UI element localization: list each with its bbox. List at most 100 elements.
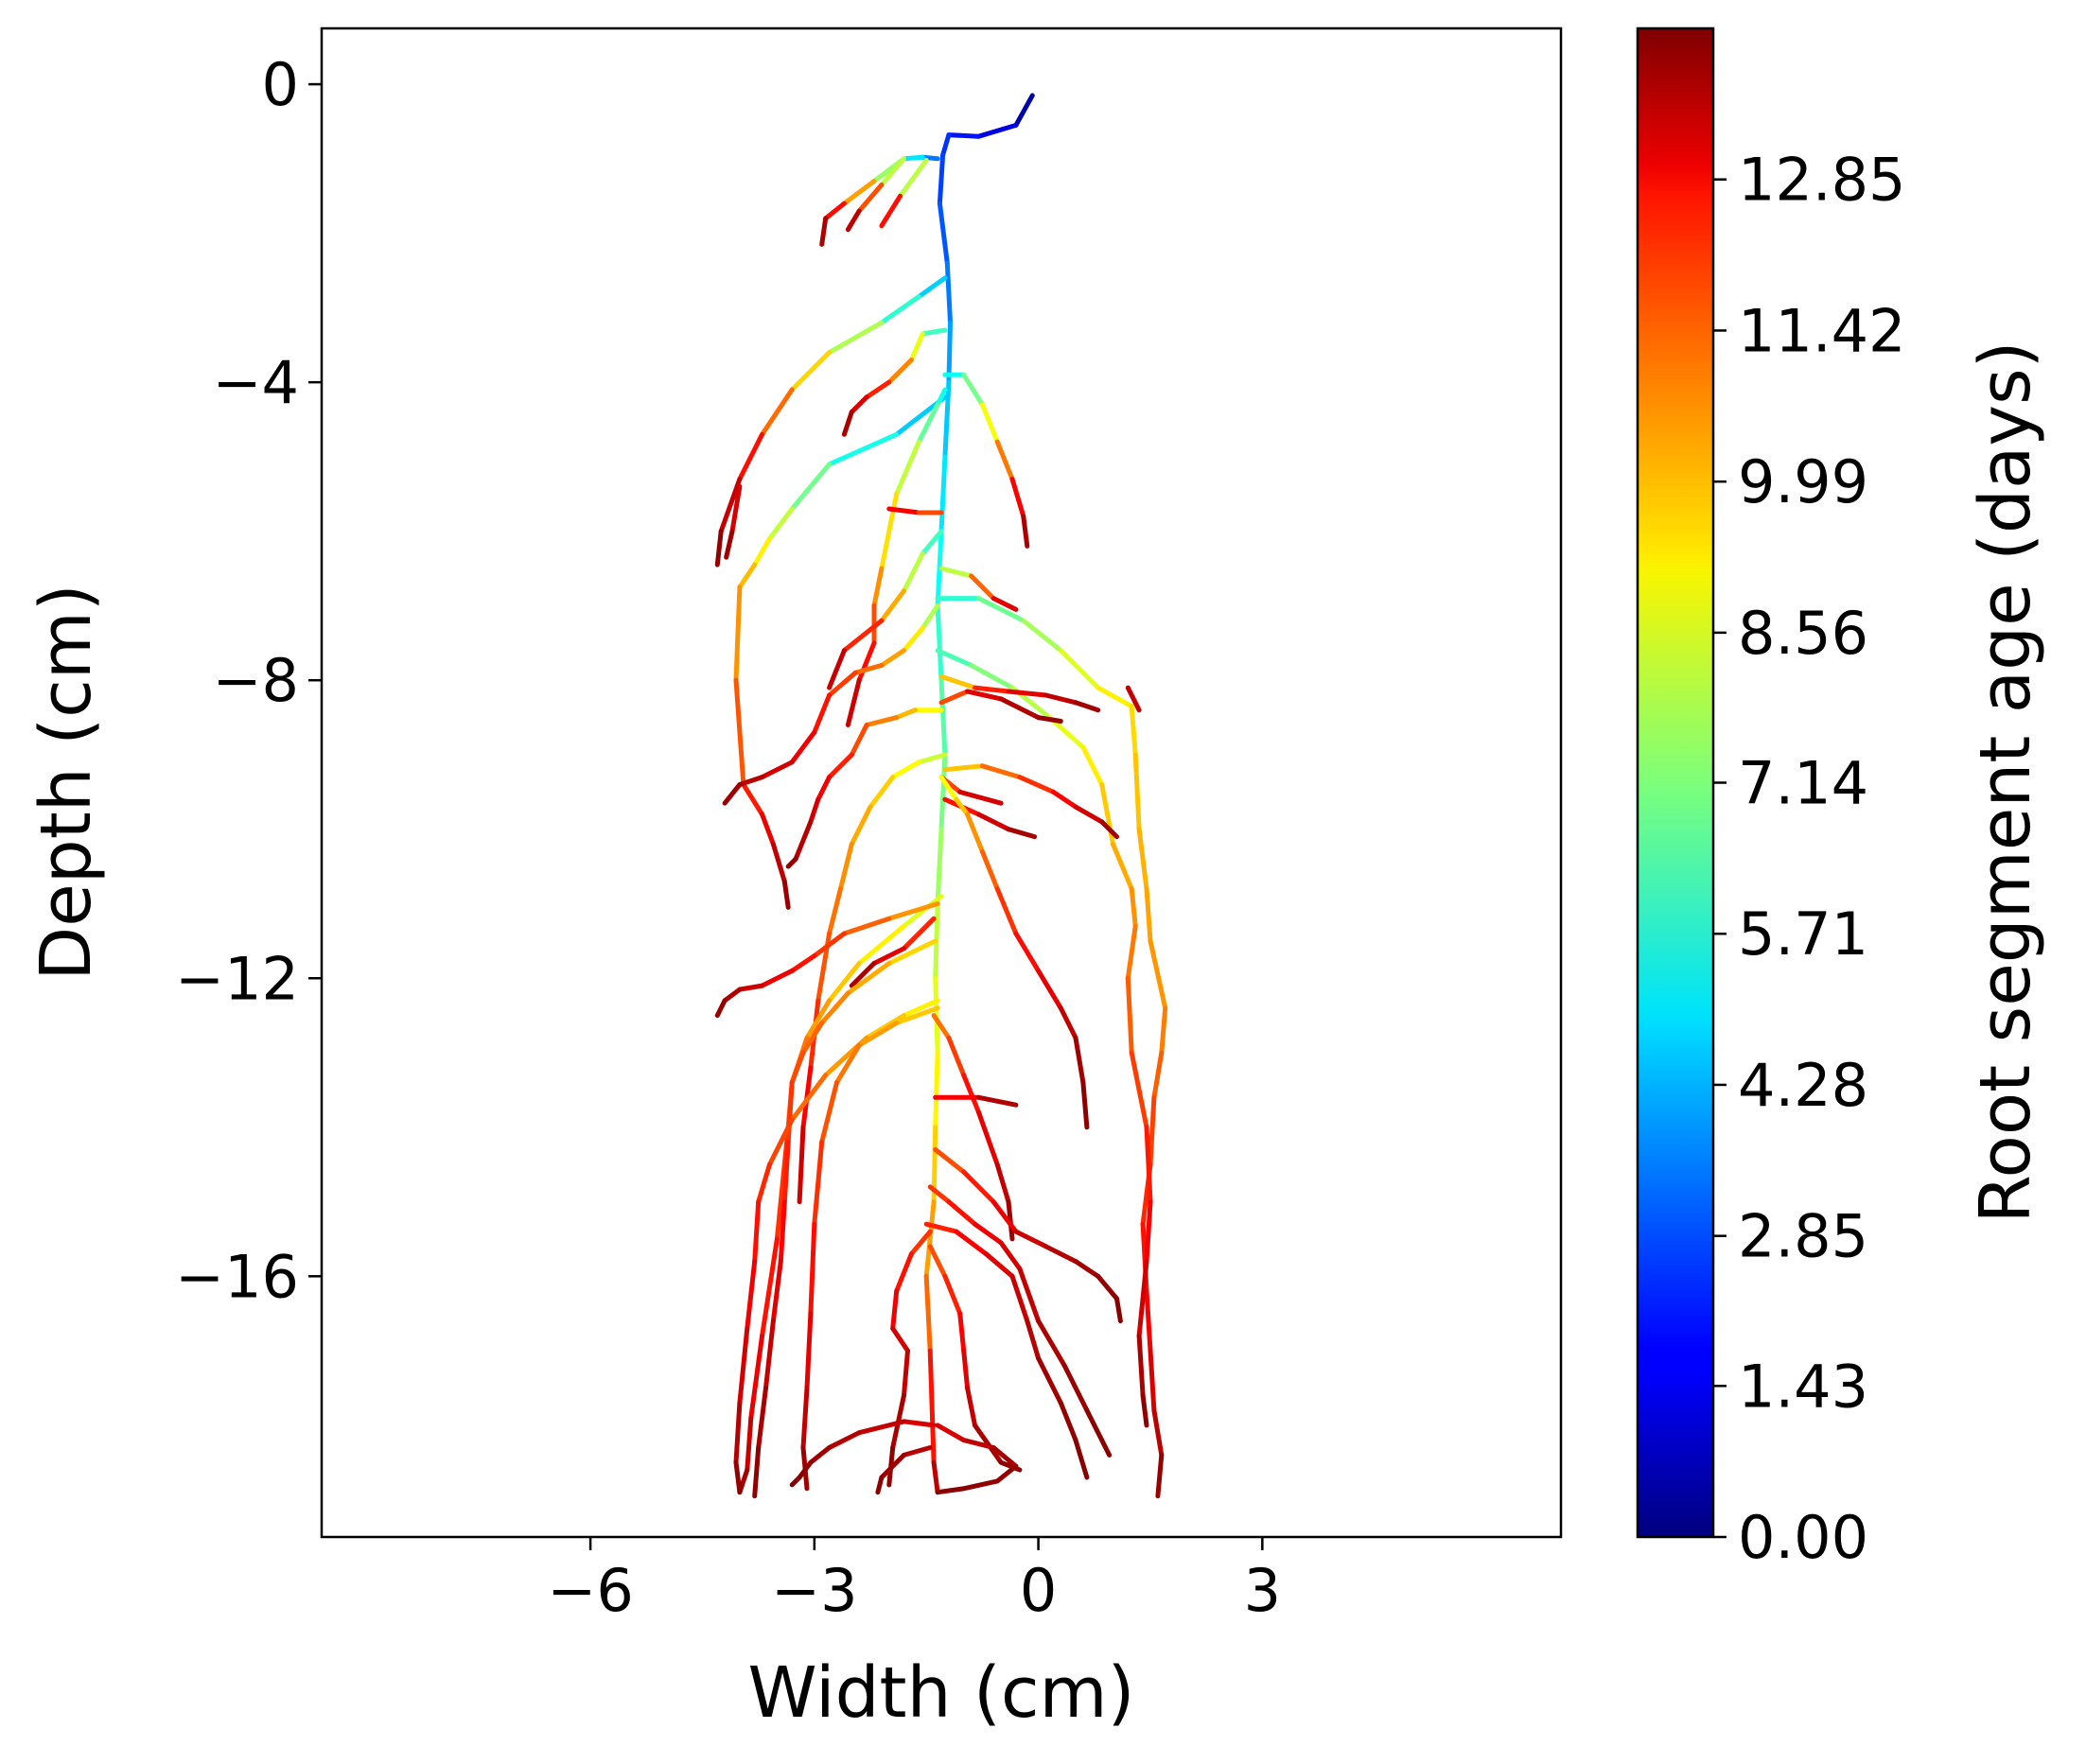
root-segment-piece xyxy=(733,677,746,787)
root-segment-piece xyxy=(898,157,929,199)
root-segment-piece xyxy=(1125,685,1142,713)
root-segment-piece xyxy=(1036,1355,1063,1406)
root-segment-piece xyxy=(879,294,921,325)
root-segment-piece xyxy=(827,752,854,780)
root-segment-piece xyxy=(902,998,940,1019)
root-segment-piece xyxy=(845,961,892,996)
root-segment-piece xyxy=(920,154,940,162)
root-segment-piece xyxy=(1058,1005,1078,1040)
root-segment-piece xyxy=(845,677,862,727)
root-segment-piece xyxy=(856,182,885,214)
root-segment-piece xyxy=(969,662,1015,690)
root-segment-piece xyxy=(819,990,850,1025)
root-segment-piece xyxy=(808,1221,817,1317)
colorbar-tick-label: 5.71 xyxy=(1738,899,1868,969)
root-segment-piece xyxy=(927,1244,948,1279)
root-segment-piece xyxy=(920,603,940,631)
root-segment-piece xyxy=(864,1013,906,1040)
root-segment-piece xyxy=(1144,886,1153,944)
root-segment-piece xyxy=(808,796,821,825)
root-segment-piece xyxy=(797,1459,814,1480)
root-segment-piece xyxy=(976,812,1011,832)
root-segment-piece xyxy=(737,431,765,481)
root-segment-piece xyxy=(879,193,903,229)
root-segment xyxy=(789,1419,937,1488)
root-segment-piece xyxy=(879,491,900,571)
root-segment-piece xyxy=(827,648,847,690)
y-tick-label: −16 xyxy=(175,1242,299,1311)
root-segment-piece xyxy=(942,763,985,773)
root-segment-piece xyxy=(1140,1392,1149,1428)
root-segment-piece xyxy=(994,886,1019,936)
root-segment-piece xyxy=(827,431,900,467)
root-segment-piece xyxy=(957,1311,967,1354)
colorbar-tick-label: 0.00 xyxy=(1738,1503,1868,1572)
root-segment-piece xyxy=(1013,1229,1048,1249)
root-segment-piece xyxy=(927,1184,952,1205)
root-segment-piece xyxy=(856,923,906,966)
plot-frame xyxy=(320,26,1563,1539)
root-segment-piece xyxy=(942,1273,963,1317)
root-segment-piece xyxy=(760,812,776,847)
root-segment-piece xyxy=(767,506,795,541)
root-segment-piece xyxy=(778,1199,787,1265)
root-segment-piece xyxy=(1043,1244,1078,1265)
root-segment-piece xyxy=(961,372,985,408)
root-segment-piece xyxy=(1144,1125,1153,1205)
root-segment-piece xyxy=(808,1445,833,1465)
root-segment-piece xyxy=(852,662,885,675)
root-segment-piece xyxy=(722,987,743,1004)
root-segment-piece xyxy=(879,588,906,623)
root-segment-piece xyxy=(845,208,862,233)
root-segment-piece xyxy=(756,1161,772,1205)
root-segment-piece xyxy=(916,402,940,445)
root-segment xyxy=(752,938,938,1499)
root-segment-piece xyxy=(938,775,959,802)
root-segment-piece xyxy=(737,1326,750,1406)
root-segment-piece xyxy=(1036,715,1063,724)
x-axis-label: Width (cm) xyxy=(747,1652,1134,1734)
root-segment-piece xyxy=(770,842,787,884)
root-segment-piece xyxy=(908,331,925,362)
root-segment-piece xyxy=(733,1459,743,1495)
root-segment-piece xyxy=(1151,1050,1165,1100)
root-segment-piece xyxy=(916,275,948,300)
root-segment-piece xyxy=(797,1125,806,1205)
root-segment-piece xyxy=(954,796,971,817)
root-segment-piece xyxy=(902,154,925,162)
root-segment-piece xyxy=(770,1259,783,1324)
root-segment-piece xyxy=(781,879,791,910)
root-segment-piece xyxy=(849,394,869,415)
root-segment-piece xyxy=(737,775,765,787)
colorbar-tick-label: 9.99 xyxy=(1738,447,1868,516)
root-segment xyxy=(733,998,940,1495)
colorbar-ticks: 0.00 1.43 2.85 4.28 5.71 7.14 8.56 9.99 11.42 12.… xyxy=(1713,146,1906,1572)
root-segment-piece xyxy=(965,812,985,854)
root-segment-piece xyxy=(965,1386,977,1428)
root-segment xyxy=(923,1221,1090,1480)
root-segment-piece xyxy=(1009,477,1026,519)
x-tick-label: −3 xyxy=(771,1556,857,1625)
root-segment-piece xyxy=(838,842,854,892)
root-segment-piece xyxy=(841,916,892,936)
root-segment-piece xyxy=(841,618,885,654)
root-segment xyxy=(785,707,944,869)
root-segment xyxy=(942,763,1119,840)
root-segment-piece xyxy=(902,1348,910,1398)
root-segment-piece xyxy=(940,132,952,158)
root-segment-piece xyxy=(800,1386,810,1450)
root-segment-piece xyxy=(1114,1296,1123,1324)
root-segment-piece xyxy=(902,916,937,952)
root-segment xyxy=(933,1146,1123,1324)
root-segment-piece xyxy=(789,1073,829,1123)
root-segment xyxy=(722,603,940,806)
root-segment-piece xyxy=(886,506,921,515)
root-segment-piece xyxy=(781,1140,791,1205)
root-segment-piece xyxy=(729,483,743,534)
root-segment-piece xyxy=(902,1419,937,1428)
root-segment-piece xyxy=(1036,968,1063,1011)
root-segment-piece xyxy=(800,1021,825,1056)
root-segment-piece xyxy=(935,1486,967,1495)
root-segment-piece xyxy=(1043,692,1078,706)
